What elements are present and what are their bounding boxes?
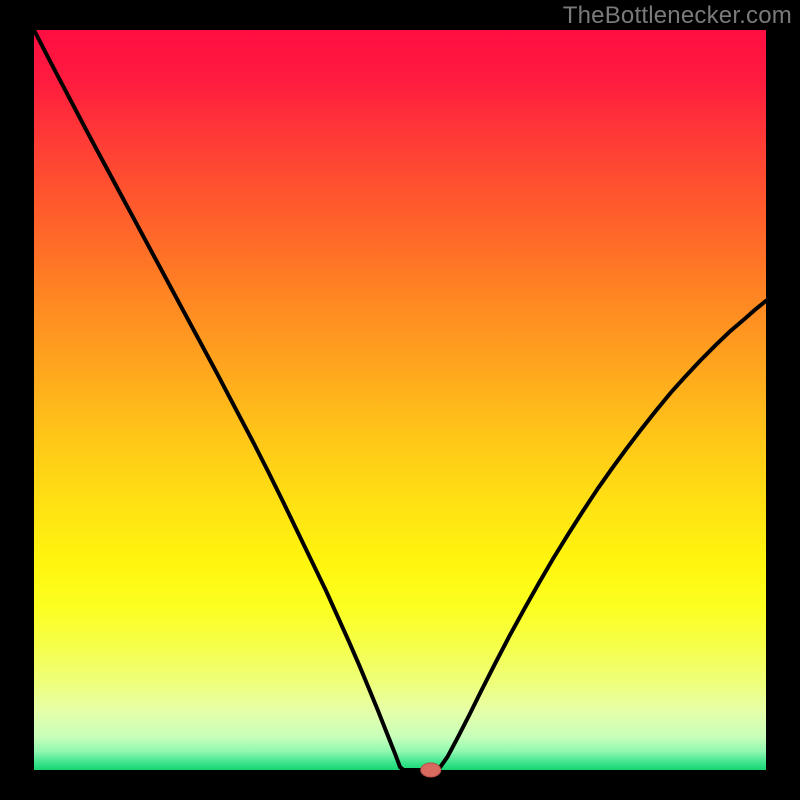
bottleneck-chart (0, 0, 800, 800)
watermark-text: TheBottlenecker.com (563, 2, 792, 30)
minimum-marker (421, 763, 441, 777)
chart-container: { "watermark": { "text": "TheBottlenecke… (0, 0, 800, 800)
plot-background (34, 30, 766, 770)
